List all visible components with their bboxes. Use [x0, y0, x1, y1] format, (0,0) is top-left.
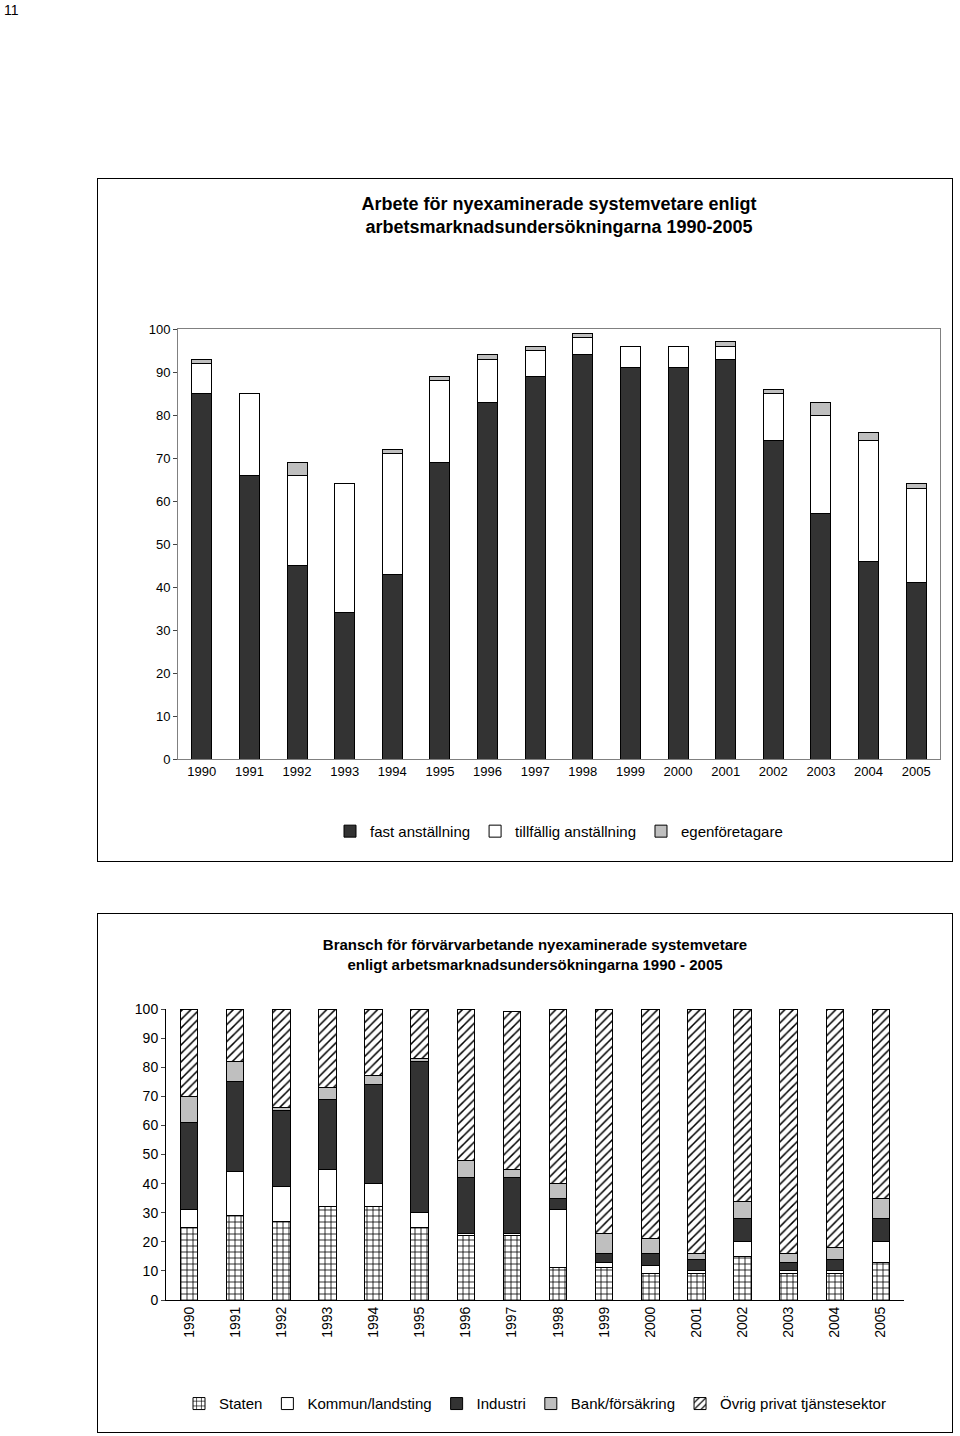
svg-text:Bransch för förvärvarbetande n: Bransch för förvärvarbetande nyexaminera…: [323, 936, 747, 973]
svg-text:100: 100: [149, 322, 171, 337]
svg-text:30: 30: [156, 623, 170, 638]
svg-text:Kommun/landsting: Kommun/landsting: [307, 1395, 431, 1412]
svg-text:Bank/försäkring: Bank/försäkring: [571, 1395, 675, 1412]
svg-text:2005: 2005: [902, 764, 931, 779]
svg-text:Staten: Staten: [219, 1395, 262, 1412]
svg-text:20: 20: [143, 1234, 159, 1250]
svg-text:1991: 1991: [235, 764, 264, 779]
svg-text:1998: 1998: [568, 764, 597, 779]
svg-text:egenföretagare: egenföretagare: [681, 823, 783, 840]
svg-text:tillfällig anställning: tillfällig anställning: [515, 823, 636, 840]
svg-text:1996: 1996: [473, 764, 502, 779]
svg-text:2004: 2004: [826, 1306, 842, 1337]
svg-text:2005: 2005: [872, 1306, 888, 1337]
svg-text:40: 40: [143, 1176, 159, 1192]
svg-text:1995: 1995: [425, 764, 454, 779]
svg-text:1990: 1990: [181, 1306, 197, 1337]
svg-text:2000: 2000: [664, 764, 693, 779]
svg-text:1998: 1998: [550, 1306, 566, 1337]
svg-text:1992: 1992: [273, 1306, 289, 1337]
svg-text:2004: 2004: [854, 764, 883, 779]
svg-text:1993: 1993: [330, 764, 359, 779]
svg-text:2003: 2003: [780, 1306, 796, 1337]
html-text:11: 11: [4, 2, 19, 18]
svg-text:2002: 2002: [759, 764, 788, 779]
svg-text:2001: 2001: [688, 1306, 704, 1337]
svg-text:2000: 2000: [642, 1306, 658, 1337]
svg-text:1996: 1996: [457, 1306, 473, 1337]
svg-text:1992: 1992: [283, 764, 312, 779]
svg-text:40: 40: [156, 580, 170, 595]
svg-text:90: 90: [156, 365, 170, 380]
svg-text:70: 70: [143, 1088, 159, 1104]
svg-text:1995: 1995: [411, 1306, 427, 1337]
svg-text:70: 70: [156, 451, 170, 466]
svg-text:1999: 1999: [596, 1306, 612, 1337]
svg-text:0: 0: [150, 1292, 158, 1308]
svg-text:80: 80: [143, 1059, 159, 1075]
svg-text:20: 20: [156, 666, 170, 681]
svg-text:Övrig privat tjänstesektor: Övrig privat tjänstesektor: [720, 1395, 886, 1412]
svg-text:1997: 1997: [521, 764, 550, 779]
svg-text:60: 60: [143, 1117, 159, 1133]
svg-text:1990: 1990: [187, 764, 216, 779]
svg-text:Industri: Industri: [477, 1395, 526, 1412]
svg-text:1997: 1997: [503, 1306, 519, 1337]
svg-text:2003: 2003: [806, 764, 835, 779]
svg-text:0: 0: [163, 752, 170, 767]
svg-text:2001: 2001: [711, 764, 740, 779]
svg-text:30: 30: [143, 1205, 159, 1221]
svg-text:50: 50: [143, 1146, 159, 1162]
svg-text:90: 90: [143, 1030, 159, 1046]
svg-text:80: 80: [156, 408, 170, 423]
svg-text:10: 10: [156, 709, 170, 724]
svg-text:1994: 1994: [365, 1306, 381, 1337]
svg-text:50: 50: [156, 537, 170, 552]
svg-text:60: 60: [156, 494, 170, 509]
svg-text:1993: 1993: [319, 1306, 335, 1337]
svg-text:10: 10: [143, 1263, 159, 1279]
svg-text:Arbete för nyexaminerade syste: Arbete för nyexaminerade systemvetare en…: [361, 194, 756, 237]
svg-text:1994: 1994: [378, 764, 407, 779]
svg-text:fast anställning: fast anställning: [370, 823, 470, 840]
svg-text:1991: 1991: [227, 1306, 243, 1337]
svg-text:100: 100: [135, 1001, 159, 1017]
svg-text:2002: 2002: [734, 1306, 750, 1337]
svg-text:1999: 1999: [616, 764, 645, 779]
